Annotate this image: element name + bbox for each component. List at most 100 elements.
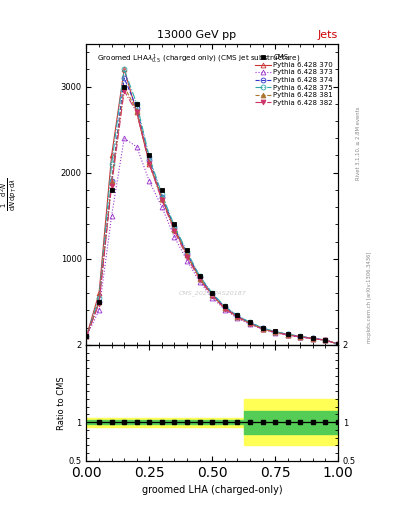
CMS [336,341,340,347]
CMS [273,328,277,334]
Pythia 6.428 382 [285,332,290,338]
Line: Pythia 6.428 382: Pythia 6.428 382 [84,89,340,347]
CMS [185,247,189,253]
Line: Pythia 6.428 370: Pythia 6.428 370 [84,67,340,347]
Text: CMS_2021_PAS20187: CMS_2021_PAS20187 [178,291,246,296]
Pythia 6.428 373 [210,294,215,301]
Pythia 6.428 381 [210,292,215,298]
Pythia 6.428 370 [323,337,328,343]
CMS [260,325,265,331]
Line: Pythia 6.428 381: Pythia 6.428 381 [84,84,340,347]
Pythia 6.428 374 [298,333,303,339]
Pythia 6.428 381 [160,196,164,202]
Pythia 6.428 375 [109,161,114,167]
Pythia 6.428 382 [147,161,152,167]
Pythia 6.428 382 [134,110,139,116]
Pythia 6.428 382 [109,182,114,188]
Text: Jets: Jets [318,30,338,40]
Pythia 6.428 375 [248,319,252,325]
CMS [84,333,89,339]
Pythia 6.428 373 [235,315,240,321]
Pythia 6.428 374 [235,313,240,319]
Pythia 6.428 373 [222,307,227,313]
Pythia 6.428 375 [336,341,340,347]
Pythia 6.428 374 [160,194,164,200]
Pythia 6.428 381 [298,334,303,340]
CMS [248,318,252,325]
Pythia 6.428 381 [147,159,152,165]
Pythia 6.428 374 [197,274,202,280]
Pythia 6.428 381 [222,305,227,311]
Pythia 6.428 370 [298,334,303,340]
Pythia 6.428 370 [97,290,101,296]
Pythia 6.428 375 [160,191,164,197]
Line: CMS: CMS [84,84,340,347]
Pythia 6.428 381 [84,333,89,339]
Pythia 6.428 381 [248,321,252,327]
Pythia 6.428 373 [260,326,265,332]
Pythia 6.428 374 [172,225,177,231]
Legend: CMS, Pythia 6.428 370, Pythia 6.428 373, Pythia 6.428 374, Pythia 6.428 375, Pyt: CMS, Pythia 6.428 370, Pythia 6.428 373,… [254,53,334,107]
Pythia 6.428 370 [260,326,265,332]
Pythia 6.428 373 [147,178,152,184]
Pythia 6.428 373 [97,307,101,313]
Pythia 6.428 374 [285,331,290,337]
CMS [109,187,114,193]
Pythia 6.428 370 [285,331,290,337]
Pythia 6.428 374 [273,329,277,335]
CMS [134,101,139,107]
Y-axis label: Ratio to CMS: Ratio to CMS [57,376,66,430]
Pythia 6.428 375 [147,154,152,160]
Pythia 6.428 381 [185,252,189,259]
Pythia 6.428 375 [273,329,277,335]
Pythia 6.428 375 [197,273,202,279]
Pythia 6.428 381 [273,329,277,335]
Pythia 6.428 375 [84,333,89,339]
Pythia 6.428 382 [160,197,164,203]
CMS [310,335,315,341]
Pythia 6.428 374 [260,325,265,331]
Pythia 6.428 382 [172,228,177,234]
Pythia 6.428 382 [210,293,215,299]
Pythia 6.428 374 [185,250,189,257]
CMS [323,337,328,343]
CMS [172,221,177,227]
Pythia 6.428 374 [222,304,227,310]
X-axis label: groomed LHA (charged-only): groomed LHA (charged-only) [142,485,283,495]
Pythia 6.428 370 [147,161,152,167]
Pythia 6.428 374 [248,319,252,326]
Pythia 6.428 375 [298,333,303,339]
Pythia 6.428 382 [235,314,240,321]
Pythia 6.428 370 [172,226,177,232]
Pythia 6.428 382 [298,334,303,340]
CMS [285,331,290,337]
Pythia 6.428 374 [84,333,89,339]
CMS [122,83,127,90]
Pythia 6.428 374 [109,178,114,184]
Pythia 6.428 375 [323,337,328,343]
Y-axis label: $\frac{1}{\mathrm{d}N}\frac{\mathrm{d}^2N}{\mathrm{d}p_T\,\mathrm{d}\lambda}$: $\frac{1}{\mathrm{d}N}\frac{\mathrm{d}^2… [0,177,19,211]
Pythia 6.428 373 [248,321,252,327]
Pythia 6.428 373 [197,279,202,285]
Pythia 6.428 375 [97,294,101,301]
Pythia 6.428 375 [260,325,265,331]
CMS [222,303,227,309]
Pythia 6.428 374 [210,291,215,297]
Pythia 6.428 375 [310,335,315,341]
Pythia 6.428 373 [160,204,164,210]
Pythia 6.428 373 [298,334,303,340]
Pythia 6.428 375 [185,249,189,255]
CMS [160,187,164,193]
Pythia 6.428 382 [336,341,340,347]
Pythia 6.428 373 [134,144,139,150]
Pythia 6.428 374 [122,75,127,81]
Pythia 6.428 370 [197,274,202,281]
Pythia 6.428 374 [323,337,328,343]
Line: Pythia 6.428 375: Pythia 6.428 375 [84,67,340,347]
Pythia 6.428 382 [310,335,315,342]
Pythia 6.428 373 [109,212,114,219]
CMS [147,153,152,159]
Pythia 6.428 370 [134,110,139,116]
Pythia 6.428 381 [310,335,315,342]
Pythia 6.428 381 [285,332,290,338]
